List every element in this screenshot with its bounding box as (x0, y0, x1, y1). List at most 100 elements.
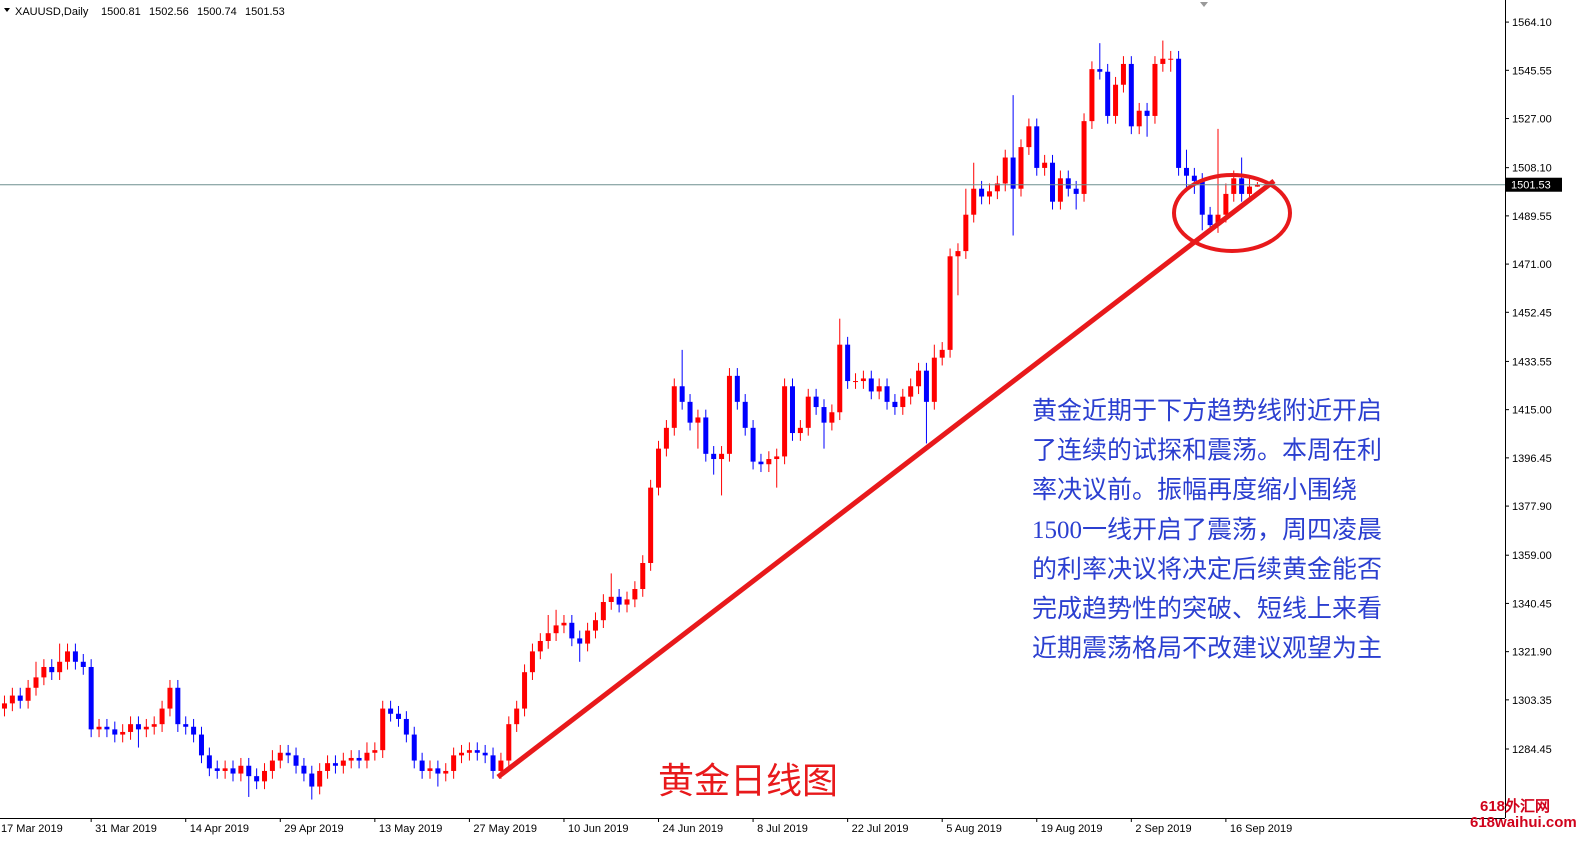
candle-body (640, 563, 646, 590)
candle-body (419, 760, 425, 771)
candle-body (766, 459, 772, 465)
candle-body (1097, 69, 1103, 72)
annotation-line: 的利率决议将决定后续黄金能否 (1032, 555, 1382, 583)
candle-body (537, 640, 543, 652)
candle-body (135, 724, 141, 730)
candle-body (1191, 175, 1197, 181)
x-tick-label: 2 Sep 2019 (1135, 823, 1191, 835)
candle-body (782, 386, 788, 457)
candle-body (813, 396, 819, 408)
candle-body (1239, 178, 1245, 194)
candle-body (1002, 157, 1008, 184)
x-tick-label: 16 Sep 2019 (1230, 823, 1292, 835)
candle-body (1215, 214, 1221, 226)
candle-body (112, 729, 118, 735)
candle-body (372, 750, 378, 753)
x-tick-label: 19 Aug 2019 (1041, 823, 1103, 835)
candle-body (309, 773, 315, 787)
candle-body (994, 183, 1000, 192)
candle-body (238, 765, 244, 774)
candle-body (498, 760, 504, 771)
candle-body (96, 726, 102, 730)
candle-body (1050, 162, 1056, 202)
candle-body (561, 622, 567, 626)
candle-body (301, 765, 307, 774)
candle-body (545, 633, 551, 641)
candle-body (931, 357, 937, 402)
candle-body (947, 256, 953, 350)
candle-body (1073, 188, 1079, 194)
candle-body (939, 349, 945, 358)
annotation-line: 完成趋势性的突破、短线上来看 (1032, 595, 1382, 623)
y-tick-label: 1452.45 (1512, 307, 1552, 319)
candle-body (128, 724, 134, 732)
y-tick-label: 1527.00 (1512, 114, 1552, 126)
candle-body (923, 370, 929, 402)
candle-body (175, 687, 181, 725)
candle-body (72, 651, 78, 662)
candle-body (490, 755, 496, 771)
candle-body (285, 752, 291, 756)
candle-body (829, 412, 835, 423)
candle-body (687, 401, 693, 423)
candle-body (506, 724, 512, 761)
ohlc-close: 1501.53 (245, 6, 285, 18)
candle-body (774, 456, 780, 460)
candle-body (789, 386, 795, 434)
candle-body (1065, 178, 1071, 189)
x-tick-label: 5 Aug 2019 (946, 823, 1002, 835)
candle-body (443, 770, 449, 774)
candle-body (1247, 186, 1253, 194)
candle-body (1136, 110, 1142, 127)
candle-body (1026, 126, 1032, 148)
candle-body (206, 755, 212, 769)
candle-body (1113, 84, 1119, 116)
candle-body (1042, 162, 1048, 168)
candle-body (679, 386, 685, 402)
candle-body (986, 191, 992, 197)
annotation-line: 率决议前。振幅再度缩小围绕 (1032, 476, 1357, 504)
caption: 黄金日线图 (658, 761, 838, 801)
candle-body (482, 752, 488, 756)
x-tick-label: 17 Mar 2019 (1, 823, 63, 835)
x-tick-label: 13 May 2019 (379, 823, 443, 835)
annotation-line: 了连续的试探和震荡。本周在利 (1032, 437, 1382, 465)
candle-body (1183, 167, 1189, 176)
candle-body (916, 370, 922, 387)
y-tick-label: 1545.55 (1512, 65, 1552, 77)
candle-body (25, 687, 31, 701)
candle-body (805, 396, 811, 428)
candle-body (900, 396, 906, 408)
candle-body (821, 407, 827, 423)
candle-body (262, 770, 268, 782)
plot-area (1, 40, 1260, 800)
candle-body (734, 375, 740, 402)
candle-body (277, 752, 283, 761)
y-tick-label: 1433.55 (1512, 356, 1552, 368)
candle-body (1057, 178, 1063, 202)
candle-body (1207, 214, 1213, 226)
candle-body (340, 760, 346, 766)
candle-body (1089, 69, 1095, 122)
candle-body (49, 666, 55, 673)
candle-body (80, 661, 86, 667)
annotation-line: 黄金近期于下方趋势线附近开启 (1032, 397, 1382, 425)
ohlc-high: 1502.56 (149, 6, 189, 18)
candle-body (884, 386, 890, 402)
candle-body (17, 695, 23, 701)
watermark: 618waihui.com (1470, 814, 1577, 831)
highlight-circle (1172, 173, 1292, 253)
candle-body (758, 461, 764, 465)
y-tick-label: 1564.10 (1512, 17, 1552, 29)
candle-body (726, 375, 732, 454)
candle-body (553, 625, 559, 634)
x-tick-label: 24 Jun 2019 (663, 823, 724, 835)
y-tick-label: 1340.45 (1512, 598, 1552, 610)
candle-body (57, 661, 63, 673)
candle-body (600, 601, 606, 621)
candle-body (648, 487, 654, 564)
x-tick-label: 31 Mar 2019 (95, 823, 157, 835)
candle-body (853, 381, 859, 383)
candle-body (529, 651, 535, 673)
